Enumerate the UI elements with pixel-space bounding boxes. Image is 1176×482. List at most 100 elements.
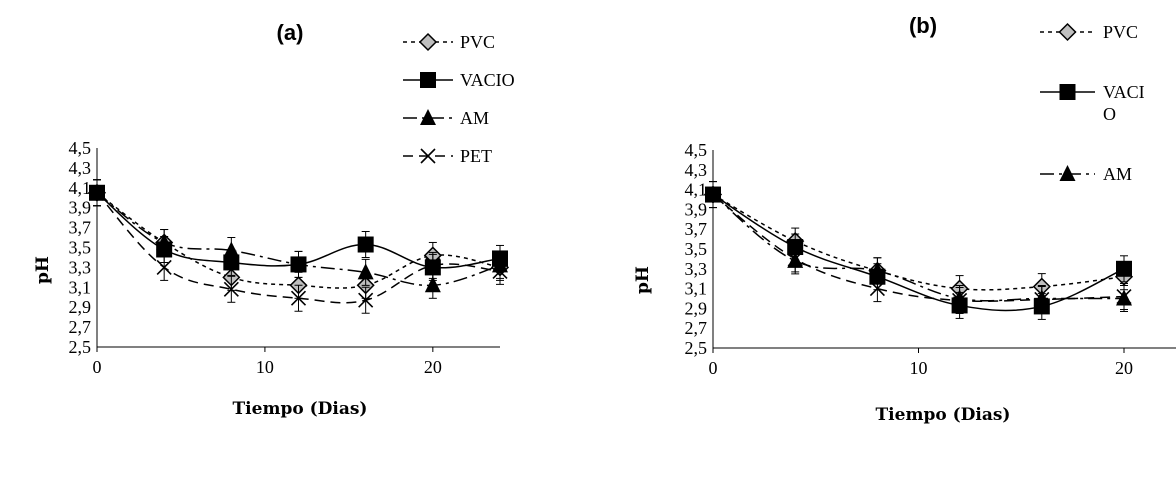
x-marker-stroke <box>89 185 105 201</box>
legend: PVC VACIO AM PET <box>403 32 515 166</box>
x-marker-stroke <box>952 292 968 309</box>
x-tick-label: 20 <box>424 357 442 377</box>
y-tick-label: 3,3 <box>69 257 92 277</box>
y-tick-label: 3,1 <box>685 279 708 299</box>
data-point-pvc-legend <box>418 32 438 52</box>
legend-label-line: O <box>1103 104 1116 124</box>
series-pvc <box>87 179 510 299</box>
x-marker-stroke <box>492 263 508 279</box>
x-tick-label: 0 <box>709 358 718 378</box>
chart-title: (a) <box>277 20 304 45</box>
data-point-vacio-5 <box>1116 260 1132 277</box>
legend-label-pvc: PVC <box>1103 22 1138 42</box>
x-marker-stroke <box>223 281 239 297</box>
data-point-am-5 <box>424 276 441 293</box>
y-tick-label: 3,7 <box>69 218 92 238</box>
data-point-pvc-legend <box>1058 22 1077 42</box>
y-axis-label: pH <box>33 256 53 284</box>
x-tick-label: 0 <box>93 357 102 377</box>
y-tick-label: 2,9 <box>685 298 708 318</box>
y-tick-label: 2,9 <box>69 297 92 317</box>
y-tick-label: 3,9 <box>685 199 708 219</box>
y-tick-label: 3,1 <box>69 277 92 297</box>
data-point-am-3 <box>290 255 307 272</box>
data-point-pet-3 <box>952 292 968 309</box>
data-point-am-2 <box>223 241 240 258</box>
x-marker-stroke <box>1034 291 1050 308</box>
legend-label-vacio: VACIO <box>460 70 515 90</box>
data-point-pet-3 <box>290 290 307 306</box>
y-tick-label: 2,7 <box>69 317 92 337</box>
chart-title: (b) <box>909 13 937 38</box>
series-pet <box>705 181 1132 314</box>
data-point-pet-2 <box>223 281 239 297</box>
legend-label-line: VACIO <box>460 70 515 90</box>
y-tick-label: 4,1 <box>685 180 708 200</box>
legend-label-am: AM <box>1103 164 1132 184</box>
x-marker-stroke <box>869 281 885 297</box>
data-point-am-legend <box>420 109 436 125</box>
x-marker-stroke <box>705 186 721 203</box>
data-point-pet-5 <box>425 257 441 273</box>
x-marker-stroke <box>156 259 172 275</box>
data-point-pet-legend <box>420 148 436 164</box>
data-point-pet-4 <box>358 292 374 308</box>
legend-label-line: VACI <box>1103 82 1145 102</box>
x-marker-stroke <box>1116 288 1132 305</box>
data-point-pet-1 <box>156 259 172 275</box>
legend: PVC VACI O AM <box>1040 22 1145 184</box>
data-point-pet-2 <box>869 281 885 297</box>
legend-label-line: AM <box>460 108 489 128</box>
y-tick-label: 3,5 <box>69 238 92 258</box>
chart-b: (b) 2,52,72,93,13,33,53,73,94,14,34,5 0 10 2… <box>633 13 1176 425</box>
x-tick-label: 10 <box>910 358 928 378</box>
x-marker-stroke <box>420 148 436 164</box>
series-line-vacio <box>712 193 1125 312</box>
legend-label-line: AM <box>1103 164 1132 184</box>
x-marker-stroke <box>787 251 803 267</box>
y-tick-label: 4,1 <box>69 178 92 198</box>
y-tick-label: 4,5 <box>685 140 708 160</box>
x-tick-label: 20 <box>1115 358 1133 378</box>
y-tick-label: 4,5 <box>69 138 92 158</box>
legend-label-pvc: PVC <box>460 32 495 52</box>
series-am <box>705 181 1132 312</box>
y-axis-label: pH <box>633 266 653 294</box>
data-point-pet-0 <box>705 186 721 203</box>
data-point-am-1 <box>156 233 173 250</box>
x-axis-label: Tiempo (Dias) <box>233 399 368 419</box>
x-axis-label: Tiempo (Dias) <box>876 405 1011 425</box>
x-tick-label: 10 <box>256 357 274 377</box>
legend-label-line: PET <box>460 146 492 166</box>
data-point-vacio-legend <box>1059 84 1076 100</box>
series-line-pet <box>712 193 1125 303</box>
y-tick-label: 2,5 <box>685 338 708 358</box>
chart-a: (a) 2,52,72,93,13,33,53,73,94,14,34,5 0 10 2… <box>33 20 515 419</box>
y-tick-label: 3,7 <box>685 219 708 239</box>
y-tick-label: 4,3 <box>69 158 92 178</box>
series-line-am <box>712 193 1124 302</box>
data-point-pet-5 <box>1116 288 1132 305</box>
data-point-vacio-legend <box>420 72 436 88</box>
y-tick-label: 3,5 <box>685 239 708 259</box>
data-point-vacio-4 <box>357 236 374 253</box>
legend-label-pet: PET <box>460 146 492 166</box>
data-point-pet-6 <box>492 263 508 279</box>
data-point-am-legend <box>1059 165 1076 181</box>
x-marker-stroke <box>358 292 374 308</box>
legend-label-line: PVC <box>460 32 495 52</box>
y-tick-label: 2,7 <box>685 318 708 338</box>
data-point-pet-4 <box>1034 291 1050 308</box>
data-point-am-4 <box>357 263 374 280</box>
legend-label-am: AM <box>460 108 489 128</box>
series-line-pvc <box>712 193 1125 291</box>
y-tick-label: 2,5 <box>69 337 92 357</box>
data-point-pet-1 <box>787 251 803 267</box>
legend-label-line: PVC <box>1103 22 1138 42</box>
y-tick-label: 3,3 <box>685 259 708 279</box>
y-tick-label: 4,3 <box>685 160 708 180</box>
x-marker-stroke <box>290 290 307 306</box>
data-point-am-2 <box>869 261 886 278</box>
